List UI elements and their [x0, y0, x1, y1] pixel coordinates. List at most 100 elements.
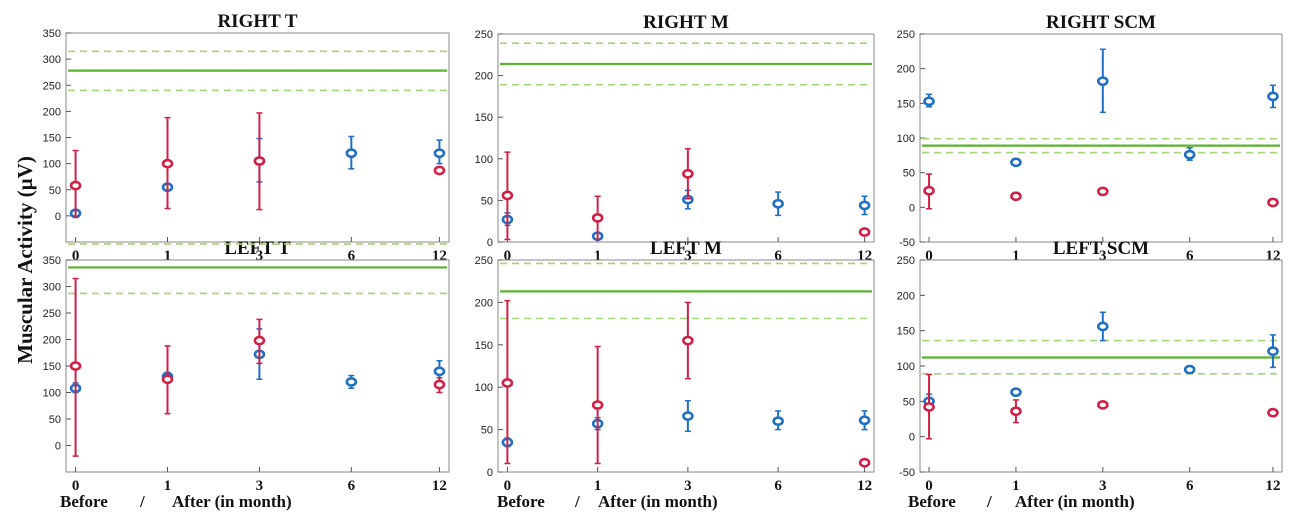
- y-tick-label: 100: [43, 159, 61, 171]
- data-point: [682, 335, 694, 346]
- plot-area: [65, 32, 450, 243]
- x-axis-label-right: Before / After (in month): [908, 492, 1135, 511]
- x-tick-label: 0: [72, 478, 80, 494]
- data-point: [858, 227, 871, 237]
- red-series: [69, 277, 446, 457]
- y-tick-label: 100: [475, 382, 493, 394]
- data-point: [69, 361, 82, 371]
- x-tick-label: 0: [925, 248, 933, 264]
- y-tick-label: 0: [487, 467, 493, 479]
- x-tick-label: 6: [774, 478, 782, 494]
- data-point: [501, 378, 514, 388]
- x-tick-label: 0: [72, 248, 80, 264]
- x-label-separator: /: [986, 492, 992, 511]
- x-tick-label: 6: [1186, 248, 1194, 264]
- x-tick-label: 3: [256, 478, 264, 494]
- data-point: [433, 379, 446, 390]
- data-point: [923, 96, 935, 107]
- y-tick-label: 250: [43, 80, 61, 92]
- y-tick-label: 200: [897, 290, 915, 302]
- red-series: [501, 148, 871, 241]
- y-tick-label: 100: [43, 388, 61, 400]
- plot-area: [497, 33, 875, 243]
- y-tick-label: 150: [475, 112, 493, 124]
- x-tick-label: 0: [925, 478, 933, 494]
- x-tick-label: 12: [1265, 478, 1280, 494]
- x-label-separator: /: [139, 492, 145, 511]
- x-tick-label: 3: [684, 478, 692, 494]
- y-tick-label: 250: [475, 255, 493, 267]
- x-label-after: After (in month): [172, 492, 292, 511]
- x-tick-label: 3: [1099, 248, 1107, 264]
- y-tick-label: 300: [43, 282, 61, 294]
- y-tick-label: 0: [487, 237, 493, 249]
- data-point: [1010, 157, 1022, 168]
- data-point: [345, 376, 358, 387]
- x-axis-label-left: Before / After (in month): [60, 492, 292, 511]
- plot-area: [497, 259, 875, 473]
- y-tick-label: 250: [897, 29, 915, 41]
- x-tick-label: 6: [774, 248, 782, 264]
- y-tick-label: 150: [43, 133, 61, 145]
- data-point: [682, 411, 694, 421]
- x-label-before: Before: [60, 492, 108, 511]
- x-tick-label: 6: [1186, 478, 1194, 494]
- x-tick-label: 3: [256, 248, 264, 264]
- data-point: [1267, 346, 1279, 357]
- y-tick-label: 200: [475, 71, 493, 83]
- plot-area: [919, 33, 1283, 243]
- y-axis-label: Muscular Activity (µV): [13, 156, 37, 364]
- y-tick-label: 50: [49, 185, 61, 197]
- y-tick-label: 350: [43, 28, 61, 40]
- data-point: [591, 400, 604, 410]
- x-label-before: Before: [908, 492, 956, 511]
- red-series: [69, 112, 446, 219]
- x-tick-label: 1: [164, 478, 172, 494]
- data-point: [345, 148, 358, 159]
- y-tick-label: 200: [897, 64, 915, 76]
- data-point: [253, 156, 266, 166]
- data-point: [1267, 407, 1279, 418]
- y-tick-label: 150: [897, 326, 915, 338]
- y-tick-label: 250: [897, 255, 915, 267]
- data-point: [433, 165, 446, 176]
- y-tick-label: 0: [909, 432, 915, 444]
- plot-area: [919, 259, 1283, 473]
- x-tick-label: 0: [504, 478, 512, 494]
- data-point: [682, 168, 694, 179]
- data-point: [1183, 364, 1196, 375]
- y-tick-label: 150: [897, 98, 915, 110]
- y-tick-label: 0: [55, 211, 61, 223]
- data-point: [1010, 387, 1022, 398]
- chart-title: LEFT T: [224, 238, 291, 259]
- y-tick-label: 50: [903, 168, 915, 180]
- x-tick-label: 0: [504, 248, 512, 264]
- data-point: [1097, 399, 1109, 410]
- chart-panel: LEFT SCM -50 0 50 100 150 200 250 0 1 3 6 12: [897, 238, 1283, 494]
- y-tick-label: 250: [43, 308, 61, 320]
- chart-title: RIGHT SCM: [1046, 12, 1156, 33]
- data-point: [772, 416, 784, 427]
- x-tick-label: 3: [1099, 478, 1107, 494]
- y-tick-label: 200: [475, 297, 493, 309]
- data-point: [69, 180, 82, 191]
- y-tick-label: 50: [903, 396, 915, 408]
- x-label-after: After (in month): [1015, 492, 1135, 511]
- x-label-separator: /: [574, 492, 580, 511]
- data-point: [1097, 186, 1109, 197]
- y-tick-label: 100: [475, 154, 493, 166]
- x-tick-label: 12: [857, 478, 872, 494]
- data-point: [1267, 197, 1279, 208]
- data-point: [858, 457, 871, 468]
- red-series: [923, 173, 1279, 210]
- y-tick-label: 50: [49, 414, 61, 426]
- y-tick-label: -50: [899, 237, 915, 249]
- data-point: [923, 185, 935, 196]
- data-point: [161, 374, 174, 385]
- y-tick-label: -50: [899, 467, 915, 479]
- data-point: [253, 335, 266, 346]
